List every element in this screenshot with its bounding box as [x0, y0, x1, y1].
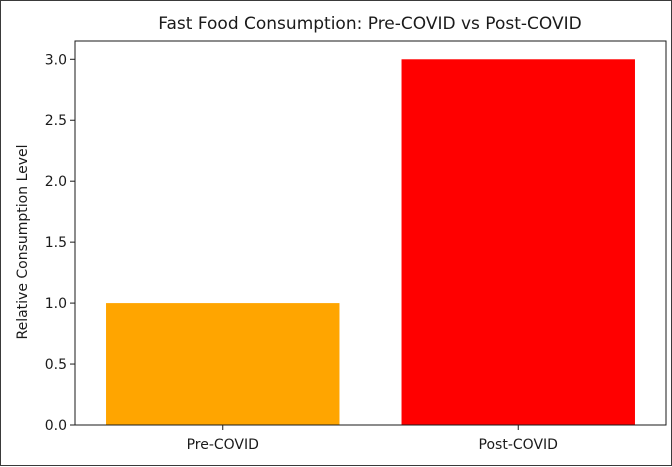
- y-tick-label: 1.5: [45, 235, 67, 251]
- plot-area-border: [74, 40, 667, 426]
- bar-post-covid: [401, 59, 635, 426]
- y-tick-label: 0.0: [45, 418, 67, 434]
- y-tick-label: 1.0: [45, 296, 67, 312]
- chart-title: Fast Food Consumption: Pre-COVID vs Post…: [158, 14, 581, 34]
- y-tick-label: 2.0: [45, 174, 67, 190]
- y-axis-label: Relative Consumption Level: [15, 144, 31, 339]
- y-tick-label: 2.5: [45, 113, 67, 129]
- x-tick-label: Pre-COVID: [187, 437, 259, 453]
- x-tick-label: Post-COVID: [479, 437, 558, 453]
- y-tick-label: 3.0: [45, 52, 67, 68]
- bar-pre-covid: [106, 303, 340, 425]
- y-tick-label: 0.5: [45, 357, 67, 373]
- bars-group: [106, 59, 635, 426]
- axes-group: Pre-COVID Post-COVID 0.0 0.5 1.0 1.5 2.0 2.5 3.0: [45, 40, 667, 453]
